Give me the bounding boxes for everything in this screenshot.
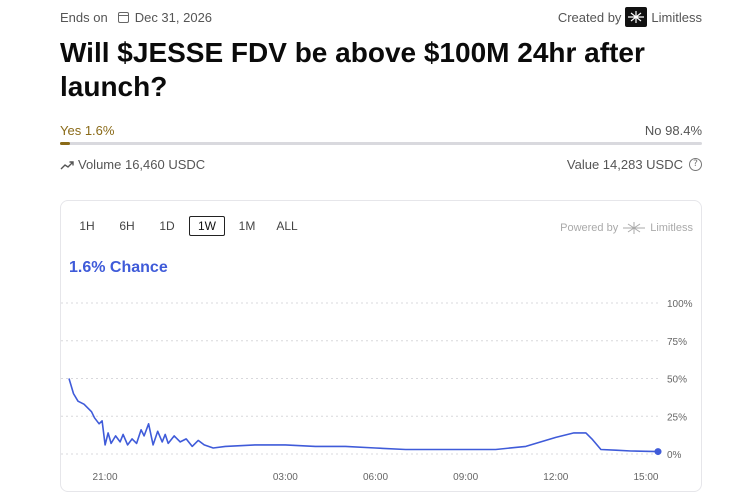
volume: Volume 16,460 USDC	[60, 157, 205, 172]
value: Value 14,283 USDC ?	[567, 157, 702, 172]
end-date: Ends on Dec 31, 2026	[60, 10, 212, 25]
limitless-logo-icon	[625, 7, 648, 27]
ends-label: Ends on	[60, 9, 108, 25]
y-tick-label: 75%	[667, 337, 687, 348]
x-tick-label: 21:00	[93, 472, 118, 483]
range-1w[interactable]: 1W	[189, 216, 225, 236]
chart-card: 1H 6H 1D 1W 1M ALL Powered by Limitless 1.6% …	[60, 200, 702, 492]
odds-row: Yes 1.6% No 98.4%	[60, 123, 702, 138]
powered-by: Powered by Limitless	[560, 221, 693, 235]
trend-up-icon	[60, 160, 74, 169]
end-date-value: Dec 31, 2026	[134, 9, 213, 25]
range-1h[interactable]: 1H	[79, 219, 95, 233]
range-1m[interactable]: 1M	[238, 219, 256, 233]
limitless-mark-icon	[623, 222, 646, 234]
probability-bar	[60, 142, 702, 145]
series-line	[68, 378, 659, 453]
x-tick-label: 09:00	[453, 472, 478, 483]
y-tick-label: 100%	[667, 299, 693, 310]
top-bar: Ends on Dec 31, 2026 Created by Limitles…	[60, 7, 702, 27]
powered-by-label: Powered by	[560, 222, 619, 234]
stats-row: Volume 16,460 USDC Value 14,283 USDC ?	[60, 157, 702, 172]
x-tick-label: 03:00	[273, 472, 298, 483]
x-tick-label: 12:00	[543, 472, 568, 483]
no-odds: No 98.4%	[644, 123, 702, 138]
y-tick-label: 25%	[667, 412, 687, 423]
current-point	[654, 448, 662, 456]
chance-label: 1.6% Chance	[69, 259, 168, 276]
creator[interactable]: Created by Limitless	[558, 7, 702, 27]
x-tick-label: 15:00	[633, 472, 658, 483]
value-label: Value 14,283 USDC	[566, 157, 683, 172]
range-6h[interactable]: 6H	[119, 219, 135, 233]
y-tick-label: 50%	[667, 375, 687, 386]
y-tick-label: 0%	[667, 450, 682, 461]
range-all[interactable]: ALL	[276, 219, 298, 233]
calendar-icon	[117, 11, 129, 23]
volume-label: Volume 16,460 USDC	[78, 157, 206, 172]
x-tick-label: 06:00	[363, 472, 388, 483]
probability-bar-fill	[60, 142, 71, 145]
creator-name[interactable]: Limitless	[651, 9, 702, 25]
market-title: Will $JESSE FDV be above $100M 24hr afte…	[60, 37, 645, 102]
created-by-label: Created by	[557, 9, 622, 25]
yes-odds: Yes 1.6%	[60, 123, 115, 138]
help-icon[interactable]: ?	[689, 158, 702, 171]
range-1d[interactable]: 1D	[159, 219, 175, 233]
price-chart: 100% 75% 50% 25% 0% 21:00 03:00 06:00 09:00 12:00…	[61, 299, 693, 483]
powered-brand: Limitless	[650, 222, 693, 234]
range-selector: 1H 6H 1D 1W 1M ALL	[69, 216, 305, 236]
